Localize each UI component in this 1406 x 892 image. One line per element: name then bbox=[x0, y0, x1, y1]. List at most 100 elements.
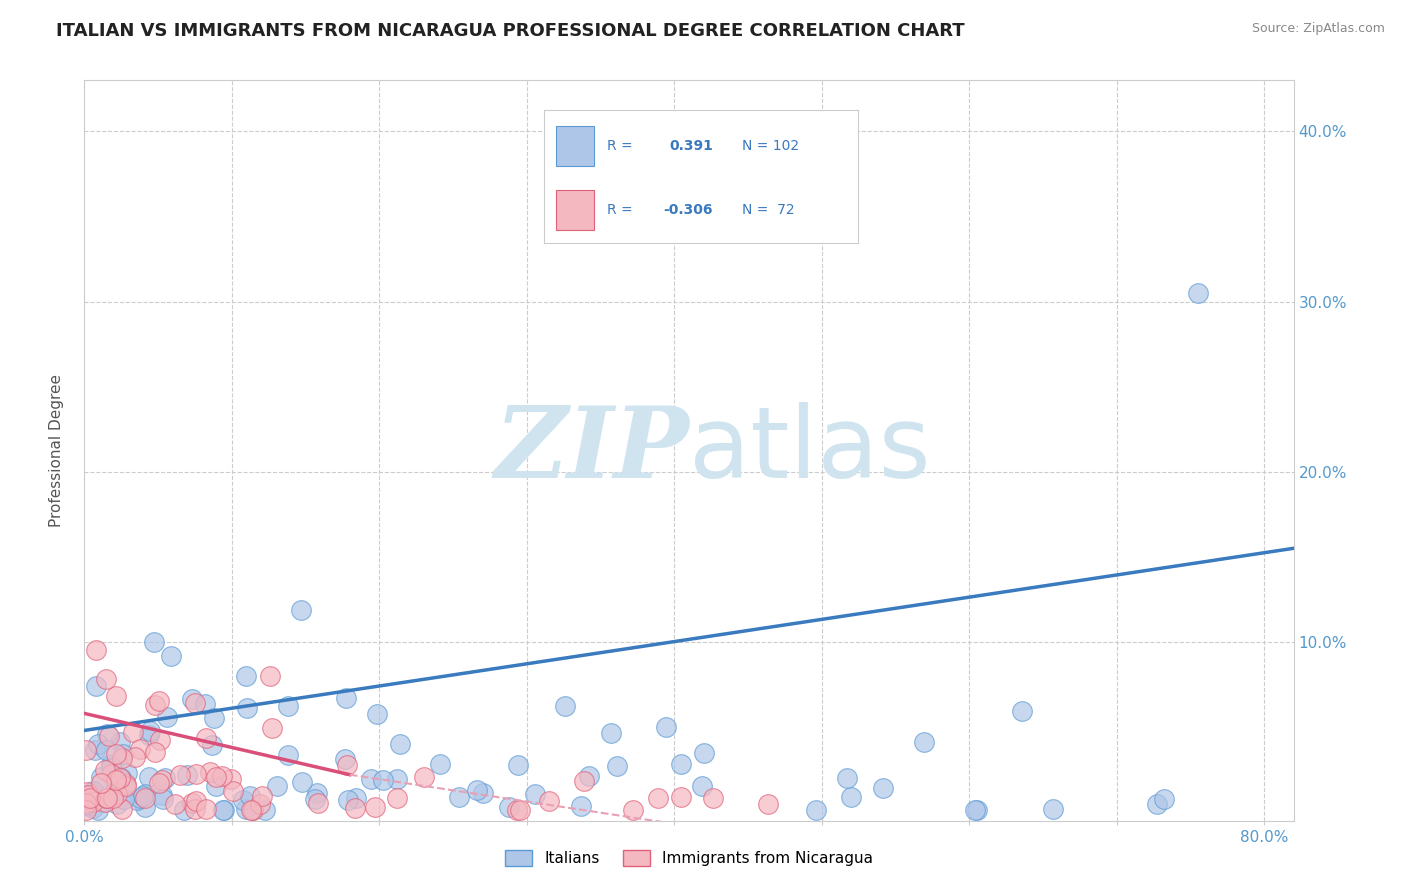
Point bbox=[621, 804, 644, 818]
Point bbox=[75, 743, 97, 757]
Point bbox=[79, 787, 101, 801]
Point bbox=[93, 764, 115, 778]
Point bbox=[82, 783, 104, 797]
Point bbox=[578, 769, 600, 783]
Point bbox=[105, 787, 128, 801]
Point bbox=[107, 797, 129, 811]
Y-axis label: Professional Degree: Professional Degree bbox=[49, 374, 65, 527]
Point bbox=[75, 804, 97, 818]
Point bbox=[115, 765, 138, 780]
Point bbox=[363, 800, 385, 814]
Point bbox=[693, 746, 716, 760]
Point bbox=[872, 780, 894, 795]
Point bbox=[373, 773, 395, 788]
Point bbox=[156, 710, 179, 724]
Point bbox=[235, 668, 257, 682]
Point bbox=[108, 772, 131, 787]
Point bbox=[100, 760, 122, 774]
Point bbox=[1153, 792, 1175, 806]
Point bbox=[87, 737, 110, 751]
Point bbox=[205, 779, 228, 793]
Point bbox=[449, 790, 471, 805]
Point bbox=[1187, 286, 1209, 301]
Point bbox=[134, 791, 156, 805]
Point bbox=[692, 780, 714, 794]
Point bbox=[90, 776, 112, 790]
Point bbox=[211, 768, 233, 782]
Point bbox=[498, 799, 520, 814]
Point bbox=[343, 801, 366, 815]
Point bbox=[277, 748, 299, 763]
Point bbox=[124, 750, 146, 764]
Point bbox=[129, 742, 152, 756]
Point bbox=[103, 786, 125, 800]
Point bbox=[524, 787, 547, 801]
Point bbox=[87, 803, 110, 817]
Point bbox=[143, 635, 166, 649]
Point bbox=[105, 747, 128, 761]
Point bbox=[669, 789, 692, 804]
Point bbox=[181, 691, 204, 706]
Point bbox=[100, 756, 122, 771]
Text: Source: ZipAtlas.com: Source: ZipAtlas.com bbox=[1251, 22, 1385, 36]
Point bbox=[506, 804, 529, 818]
Point bbox=[94, 796, 117, 810]
Point bbox=[250, 789, 273, 803]
Point bbox=[509, 803, 531, 817]
Point bbox=[366, 707, 388, 722]
Point bbox=[385, 791, 408, 805]
Point bbox=[139, 723, 162, 738]
Point bbox=[262, 722, 284, 736]
Point bbox=[835, 772, 858, 786]
Point bbox=[242, 804, 264, 818]
Point bbox=[202, 711, 225, 725]
Point bbox=[702, 790, 724, 805]
Point bbox=[94, 790, 117, 805]
Legend: Italians, Immigrants from Nicaragua: Italians, Immigrants from Nicaragua bbox=[499, 844, 879, 872]
Point bbox=[240, 804, 263, 818]
Point bbox=[184, 766, 207, 780]
Point bbox=[80, 792, 103, 806]
Point bbox=[75, 796, 97, 810]
Point bbox=[912, 734, 935, 748]
Text: atlas: atlas bbox=[689, 402, 931, 499]
Point bbox=[1042, 802, 1064, 816]
Point bbox=[205, 770, 228, 784]
Point bbox=[236, 701, 259, 715]
Point bbox=[111, 747, 134, 762]
Point bbox=[219, 772, 242, 786]
Point bbox=[112, 780, 135, 794]
Point bbox=[91, 795, 114, 809]
Point bbox=[84, 643, 107, 657]
Point bbox=[82, 796, 104, 810]
Point bbox=[211, 803, 233, 817]
Point bbox=[152, 788, 174, 802]
Text: ZIP: ZIP bbox=[494, 402, 689, 499]
Point bbox=[360, 772, 382, 786]
Point bbox=[290, 603, 312, 617]
Point bbox=[163, 797, 186, 811]
Point bbox=[150, 772, 173, 787]
Point bbox=[232, 793, 254, 807]
Point bbox=[554, 699, 576, 714]
Point bbox=[84, 679, 107, 693]
Point bbox=[574, 773, 596, 788]
Point bbox=[655, 720, 678, 734]
Point bbox=[506, 758, 529, 772]
Point bbox=[122, 724, 145, 739]
Point bbox=[145, 698, 167, 713]
Point bbox=[82, 801, 104, 815]
Point bbox=[467, 783, 489, 797]
Point bbox=[839, 789, 862, 804]
Point bbox=[138, 770, 160, 784]
Point bbox=[132, 789, 155, 804]
Point bbox=[336, 757, 359, 772]
Point bbox=[134, 787, 156, 801]
Point bbox=[98, 730, 121, 744]
Point bbox=[335, 752, 357, 766]
Point bbox=[105, 690, 128, 704]
Point bbox=[599, 726, 621, 740]
Point bbox=[183, 802, 205, 816]
Point bbox=[75, 797, 97, 812]
Point bbox=[96, 726, 118, 740]
